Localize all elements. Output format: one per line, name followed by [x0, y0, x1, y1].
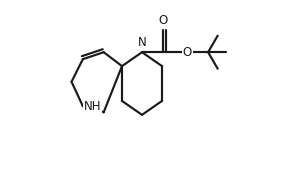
- Text: O: O: [183, 46, 192, 59]
- Text: N: N: [138, 36, 146, 49]
- Text: NH: NH: [84, 100, 101, 113]
- Text: O: O: [158, 14, 168, 27]
